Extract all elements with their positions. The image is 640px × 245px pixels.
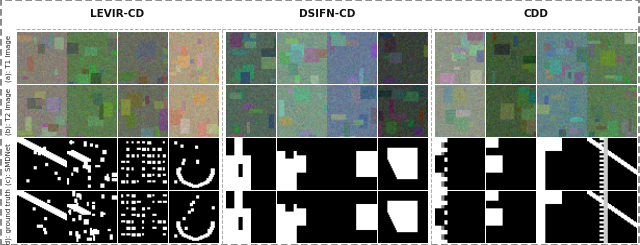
- Text: (a): T1 Image: (a): T1 Image: [5, 35, 12, 82]
- Text: (c): SMDNet: (c): SMDNet: [5, 143, 12, 185]
- Text: LEVIR-CD: LEVIR-CD: [90, 9, 145, 19]
- Text: (d): ground truth: (d): ground truth: [5, 188, 12, 245]
- Text: CDD: CDD: [524, 9, 548, 19]
- Text: (b): T2 Image: (b): T2 Image: [5, 88, 12, 135]
- Text: DSIFN-CD: DSIFN-CD: [298, 9, 355, 19]
